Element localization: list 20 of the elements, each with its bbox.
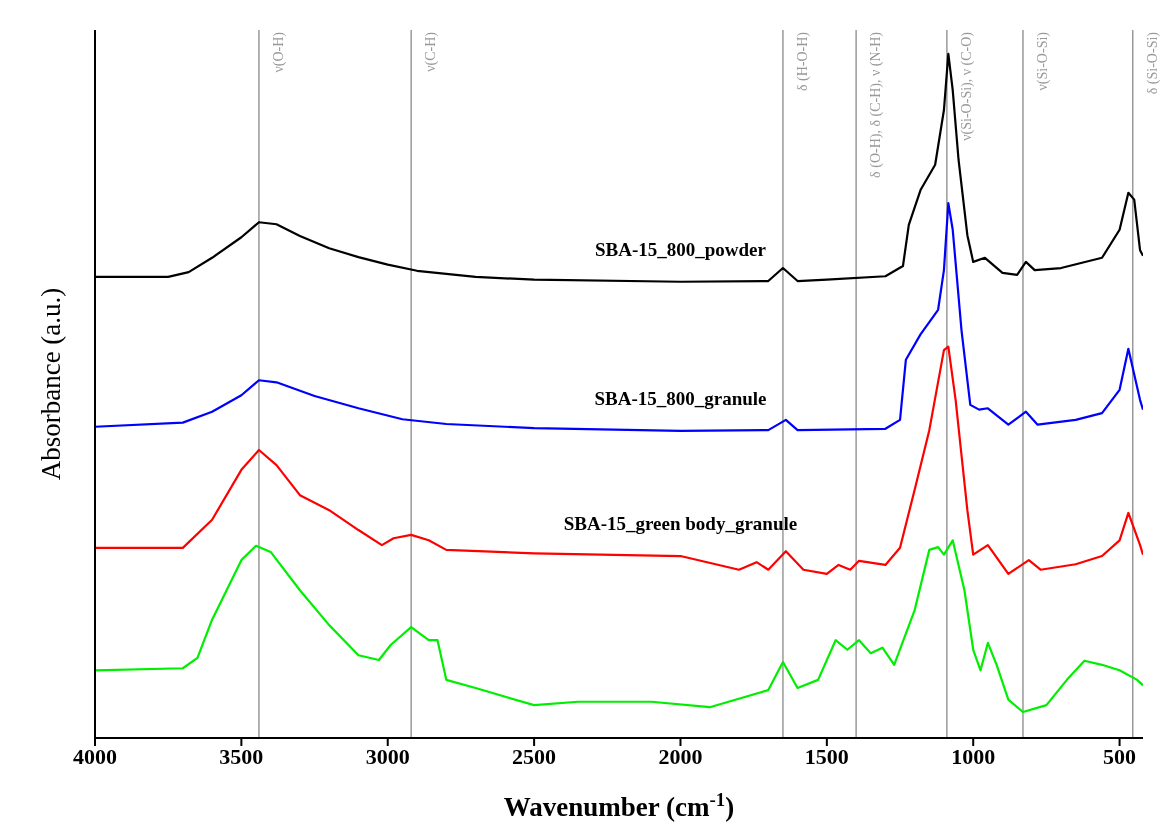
x-tick-label: 3000 — [365, 743, 410, 769]
series-label: SBA-15_800_granule — [594, 387, 767, 409]
x-tick-label: 2000 — [658, 743, 703, 769]
series-label: SBA-15_800_powder — [594, 238, 767, 260]
x-axis-title: Wavenumber (cm$^{-1}$) — [503, 788, 735, 822]
ref-line-label: ν(Si-O-Si), ν (C-O) — [958, 31, 975, 141]
x-tick-label: 1000 — [951, 743, 996, 769]
ref-line-label: ν(C-H) — [423, 31, 440, 72]
x-tick-label: 1500 — [804, 743, 849, 769]
x-tick-label: 500 — [1103, 743, 1137, 769]
x-tick-label: 3500 — [219, 743, 264, 769]
ref-line-label: δ (O-H), δ (C-H), ν (N-H) — [868, 31, 885, 178]
x-tick-label: 2500 — [512, 743, 557, 769]
ref-line-label: ν(O-H) — [270, 31, 287, 73]
series-label: SBA-15_green body_granule — [563, 513, 798, 535]
ref-line-label: δ (H-O-H) — [794, 31, 811, 92]
x-tick-label: 4000 — [73, 743, 117, 769]
ref-line-label: δ (Si-O-Si) — [1144, 31, 1161, 95]
y-axis-title: Absorbance (a.u.) — [36, 287, 66, 481]
ref-line-label: ν(Si-O-Si) — [1034, 31, 1051, 91]
